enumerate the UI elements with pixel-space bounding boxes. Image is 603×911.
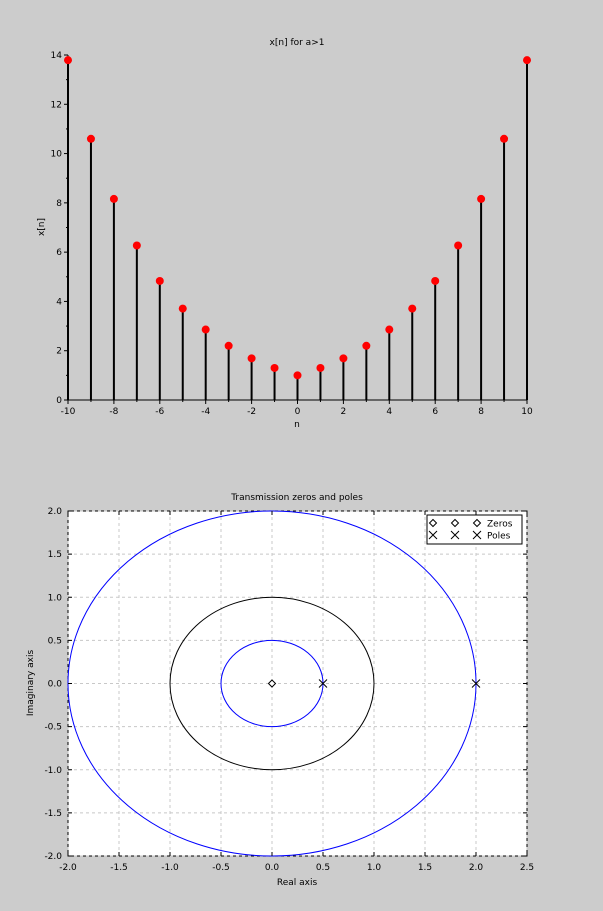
y-tick-label: 0 — [56, 396, 62, 406]
stem-marker — [454, 241, 463, 250]
axes: 0 2 4 6 8 10 12 14 -10 -8 -6 -4 -2 0 2 4 6 8 10 — [51, 51, 533, 417]
legend-label: Poles — [487, 532, 511, 542]
stems — [64, 56, 531, 400]
zero-marker — [472, 518, 482, 528]
zero-marker — [428, 518, 438, 528]
y-tick-label: 4 — [56, 297, 62, 307]
x-tick-label: 0 — [295, 407, 301, 417]
stem-marker — [201, 325, 210, 334]
x-tick-label: -10 — [61, 407, 76, 417]
x-tick-label: -6 — [155, 407, 164, 417]
y-tick-label: 1.0 — [48, 593, 63, 603]
stem-marker — [500, 134, 509, 143]
stem-marker — [523, 56, 531, 65]
pole-marker — [471, 679, 481, 688]
y-tick-label: 0.0 — [48, 680, 63, 690]
axes: -2.0 -1.5 -1.0 -0.5 0.0 0.5 1.0 1.5 2.0 2.5 -2.0 -1… — [44, 507, 534, 873]
legend-box — [426, 514, 523, 545]
y-tick-label: 2 — [56, 347, 62, 357]
pole-marker — [428, 530, 438, 540]
y-tick-label: 0.5 — [48, 636, 62, 646]
stem-marker — [132, 241, 141, 250]
radius-circle — [169, 596, 375, 771]
x-tick-label: -1.0 — [161, 863, 179, 873]
legend: Zeros Poles — [426, 514, 523, 545]
stem-marker — [178, 304, 187, 313]
zero-marker — [267, 679, 277, 688]
stem-marker — [408, 304, 417, 313]
x-tick-label: -2.0 — [59, 863, 77, 873]
x-tick-label: 1.5 — [418, 863, 432, 873]
x-tick-label: -2 — [247, 407, 256, 417]
x-tick-label: 6 — [432, 407, 438, 417]
stem-marker — [247, 354, 256, 363]
legend-label: Zeros — [487, 520, 513, 530]
y-tick-label: 6 — [56, 248, 62, 258]
y-axis-label: Imaginary axis — [26, 650, 36, 717]
stem-marker — [385, 325, 394, 334]
chart-title: Transmission zeros and poles — [230, 493, 363, 503]
pole-marker — [450, 530, 460, 540]
pole-zero-chart: Transmission zeros and poles -2.0 -1.5 -1.… — [26, 493, 534, 888]
stem-marker — [64, 56, 72, 65]
stem-marker — [339, 354, 348, 363]
y-tick-label: -1.5 — [44, 809, 62, 819]
x-tick-label: 4 — [386, 407, 392, 417]
chart-title: x[n] for a>1 — [270, 38, 325, 48]
x-tick-label: 0.5 — [316, 863, 330, 873]
stem-marker — [109, 194, 118, 203]
y-tick-label: -2.0 — [44, 852, 62, 862]
stem-marker — [477, 194, 486, 203]
zero-marker — [450, 518, 460, 528]
x-tick-label: 2 — [341, 407, 347, 417]
stem-marker — [270, 363, 279, 372]
pole-marker — [318, 679, 328, 688]
x-axis-label: n — [294, 420, 300, 430]
y-tick-label: 12 — [51, 100, 62, 110]
stem-marker — [224, 341, 233, 350]
pole-marker — [472, 530, 482, 540]
y-tick-label: 8 — [56, 199, 62, 209]
stem-marker — [86, 134, 95, 143]
x-tick-label: 10 — [521, 407, 533, 417]
x-tick-label: 0.0 — [265, 863, 280, 873]
stem-marker — [316, 363, 325, 372]
x-tick-label: 2.5 — [520, 863, 534, 873]
stem-marker — [293, 371, 302, 380]
x-tick-label: 8 — [478, 407, 484, 417]
stem-marker — [431, 276, 440, 285]
x-tick-label: -8 — [109, 407, 118, 417]
stem-marker — [362, 341, 371, 350]
y-axis-label: x[n] — [37, 218, 47, 236]
y-tick-label: -0.5 — [44, 723, 62, 733]
markers — [267, 679, 481, 688]
y-tick-label: 1.5 — [48, 550, 62, 560]
x-tick-label: 2.0 — [469, 863, 484, 873]
x-axis-label: Real axis — [277, 878, 318, 888]
y-tick-label: 2.0 — [48, 507, 63, 517]
x-tick-label: -4 — [201, 407, 210, 417]
stem-marker — [155, 276, 164, 285]
x-tick-label: -1.5 — [110, 863, 128, 873]
y-tick-label: -1.0 — [44, 766, 62, 776]
stem-chart: x[n] for a>1 n x[n] 0 2 4 6 8 10 12 14 -10 -8 -6 -4… — [37, 38, 533, 430]
x-tick-label: -0.5 — [212, 863, 230, 873]
y-tick-label: 10 — [51, 150, 63, 160]
x-tick-label: 1.0 — [367, 863, 382, 873]
grid — [67, 510, 528, 857]
y-tick-label: 14 — [51, 51, 63, 61]
